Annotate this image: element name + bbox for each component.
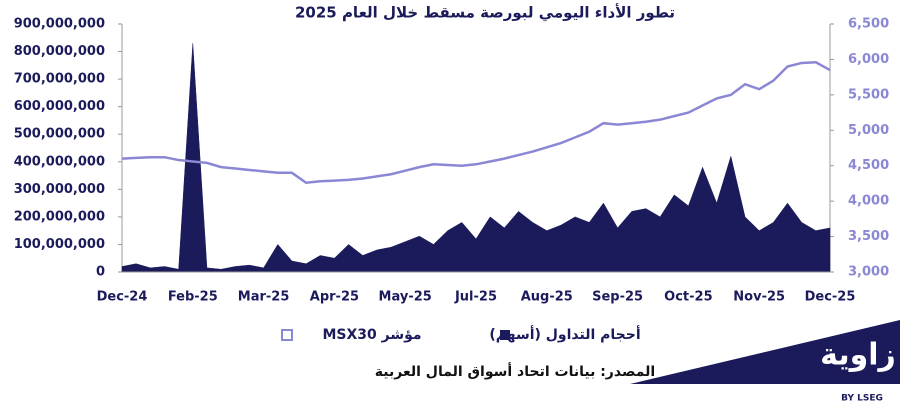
- x-tick-label: Aug-25: [521, 290, 573, 305]
- x-tick-label: May-25: [379, 290, 432, 305]
- y2-tick-label: 5,500: [848, 87, 889, 102]
- source: المصدر: بيانات اتحاد أسواق المال العربية: [375, 362, 655, 380]
- chart-title: تطور الأداء اليومي لبورصة مسقط خلال العا…: [295, 4, 675, 22]
- y2-tick-label: 3,500: [848, 229, 889, 244]
- legend-swatch: [281, 329, 293, 341]
- y2-tick-label: 6,500: [848, 17, 889, 32]
- y-tick-label: 400,000,000: [14, 154, 105, 169]
- y-tick-label: 800,000,000: [14, 44, 105, 59]
- legend-label: أحجام التداول (أسهم): [489, 325, 640, 343]
- y-tick-label: 600,000,000: [14, 99, 105, 114]
- logo-tagline: BY LSEG: [841, 394, 883, 404]
- x-tick-label: Nov-25: [733, 290, 785, 305]
- y2-tick-label: 5,000: [848, 123, 889, 138]
- legend-label: مؤشر MSX30: [322, 327, 421, 343]
- x-tick-label: Dec-25: [805, 290, 856, 305]
- y-tick-label: 700,000,000: [14, 72, 105, 87]
- index-line: [121, 60, 831, 185]
- x-tick-label: Oct-25: [664, 290, 712, 305]
- logo-shape: [630, 320, 900, 384]
- volume-area: [121, 43, 831, 273]
- x-tick-label: Jul-25: [454, 290, 497, 305]
- logo-name: زاوية: [820, 338, 896, 373]
- y-tick-label: 100,000,000: [14, 237, 105, 252]
- x-tick-label: Mar-25: [238, 290, 290, 305]
- y-tick-label: 200,000,000: [14, 209, 105, 224]
- y2-tick-label: 3,000: [848, 265, 889, 280]
- y2-tick-label: 4,000: [848, 194, 889, 209]
- x-tick-label: Feb-25: [168, 290, 218, 305]
- legend-swatch: [500, 330, 510, 340]
- y-tick-label: 900,000,000: [14, 17, 105, 32]
- x-tick-label: Dec-24: [97, 290, 148, 305]
- x-tick-label: Apr-25: [310, 290, 359, 305]
- y-tick-label: 300,000,000: [14, 182, 105, 197]
- y2-tick-label: 4,500: [848, 158, 889, 173]
- y-tick-label: 0: [96, 265, 105, 280]
- y2-tick-label: 6,000: [848, 52, 889, 67]
- y-tick-label: 500,000,000: [14, 127, 105, 142]
- x-tick-label: Sep-25: [592, 290, 643, 305]
